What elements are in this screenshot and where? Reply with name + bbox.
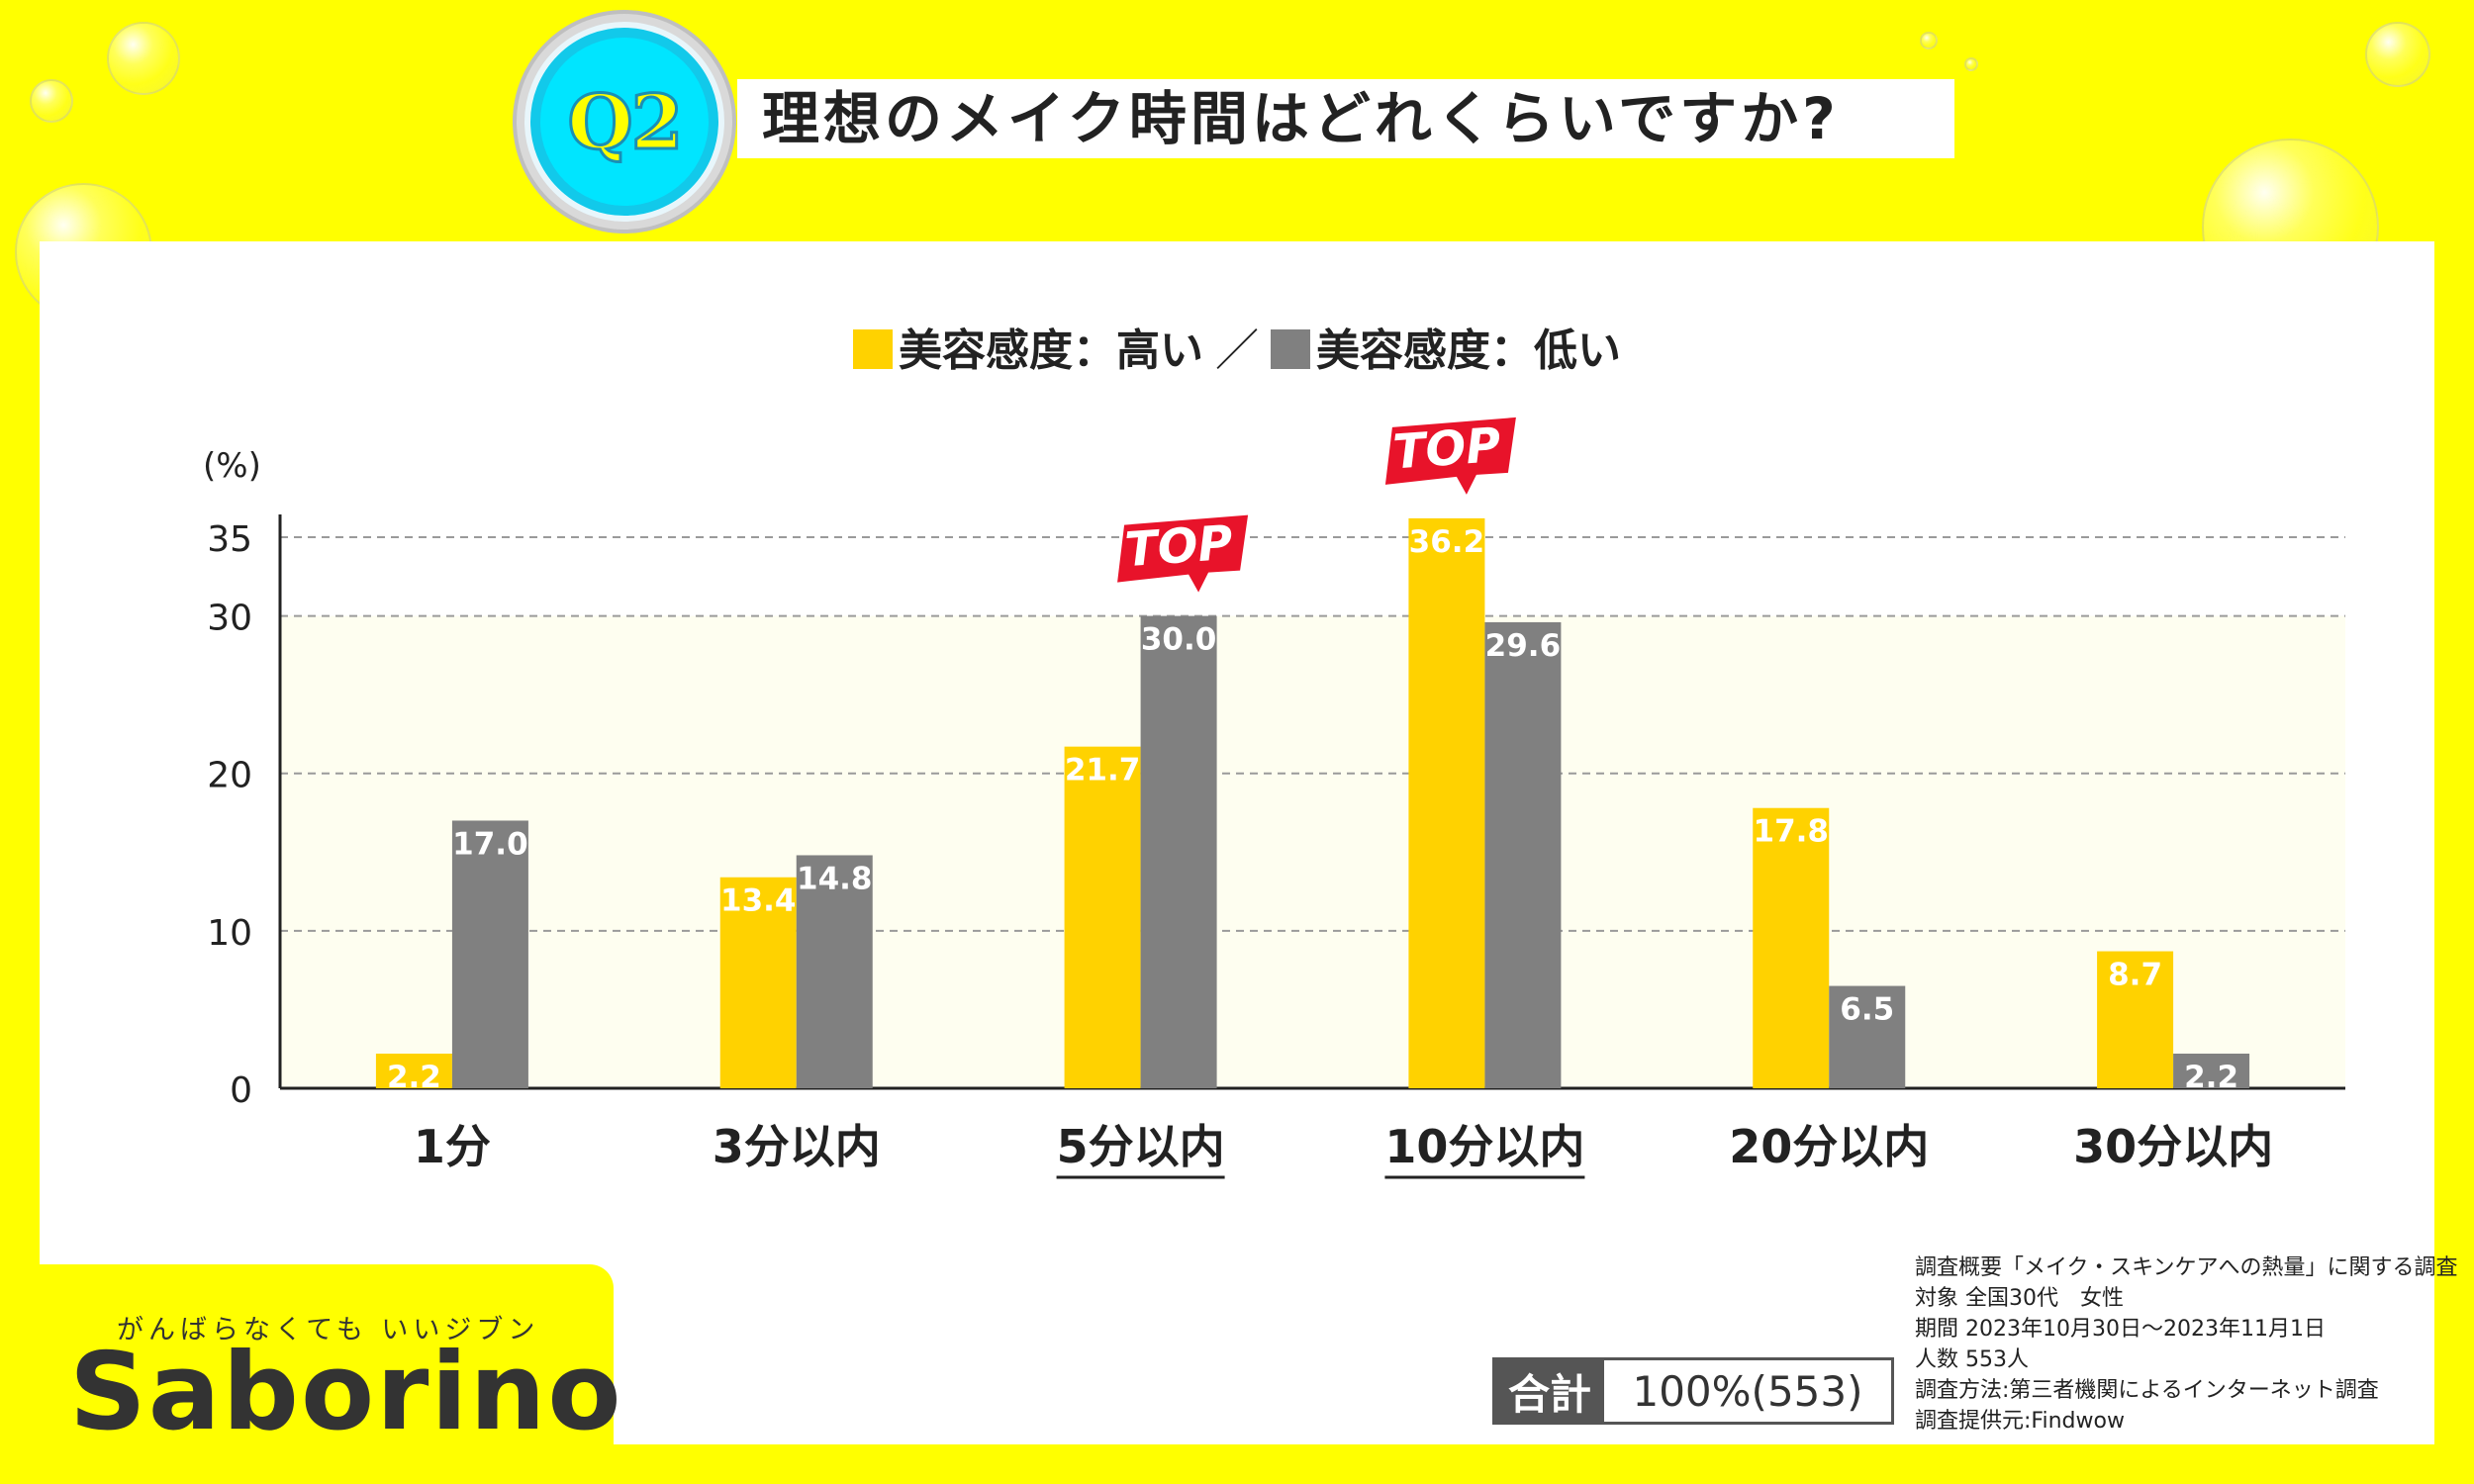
data-label: 29.6 [1485, 628, 1562, 664]
question-badge: Q2 [524, 22, 724, 222]
bubble-decoration [1920, 32, 1938, 49]
bar-high [2097, 951, 2174, 1088]
bubble-decoration [30, 79, 73, 123]
brand-tagline: がんばらなくても いいジブン [117, 1315, 540, 1345]
data-label: 36.2 [1409, 524, 1485, 560]
data-label: 30.0 [1141, 622, 1217, 658]
survey-note: 調査方法:第三者機関によるインターネット調査 [1915, 1378, 2379, 1403]
data-label: 14.8 [797, 861, 873, 896]
y-tick-label: 35 [207, 519, 252, 560]
top-flag-text: TOP [1123, 515, 1234, 578]
bar-low [1829, 985, 1906, 1088]
data-label: 6.5 [1840, 992, 1894, 1028]
top-flag-shape [1117, 514, 1249, 593]
bubble-decoration [107, 22, 180, 95]
plot-band [280, 615, 2345, 1088]
y-tick-label: 10 [207, 913, 252, 954]
bar-low [796, 855, 873, 1088]
legend-separator: ／ [1215, 325, 1259, 376]
data-label: 8.7 [2108, 958, 2162, 993]
bubble-decoration [2365, 22, 2430, 87]
bar-low [1140, 615, 1217, 1088]
legend-label-low: 美容感度：低い [1316, 325, 1621, 376]
survey-note: 調査概要「メイク・スキンケアへの熱量」に関する調査 [1915, 1255, 2458, 1280]
bubble-decoration [1964, 57, 1978, 71]
legend-label-high: 美容感度：高い [899, 325, 1203, 376]
top-flag-text: TOP [1391, 417, 1502, 480]
brand-logo: Saborino [69, 1331, 623, 1454]
top-flag: TOP [1384, 417, 1516, 495]
top-flag: TOP [1117, 514, 1249, 593]
x-tick-label: 3分以内 [713, 1120, 881, 1173]
question-title: 理想のメイク時間はどれくらいですか? [737, 79, 1954, 158]
x-tick-label: 1分 [414, 1120, 491, 1173]
total-box: 合計 100%(553) [1492, 1357, 1894, 1425]
top-flag-shape [1384, 417, 1516, 495]
survey-note: 調査提供元:Findwow [1915, 1409, 2125, 1434]
data-label: 2.2 [387, 1060, 441, 1095]
chart-legend: 美容感度：高い／ 美容感度：低い [0, 315, 2474, 378]
bar-high [719, 877, 797, 1088]
legend-swatch-low [1271, 329, 1310, 369]
y-axis-label: (%) [203, 446, 261, 486]
total-label: 合計 [1495, 1360, 1604, 1422]
survey-note: 人数 553人 [1915, 1347, 2029, 1372]
y-tick-label: 0 [230, 1070, 252, 1111]
x-tick-label: 5分以内 [1057, 1120, 1225, 1173]
bar-low [2173, 1053, 2250, 1088]
data-label: 13.4 [720, 883, 797, 919]
data-label: 2.2 [2184, 1060, 2238, 1095]
bar-high [1408, 517, 1485, 1088]
bar-low [451, 820, 528, 1088]
survey-note: 対象 全国30代 女性 [1915, 1286, 2124, 1311]
logo-area [40, 1264, 614, 1484]
question-number: Q2 [566, 76, 685, 167]
y-tick-label: 30 [207, 599, 252, 639]
bar-high [1753, 807, 1830, 1088]
survey-notes: 調査概要「メイク・スキンケアへの熱量」に関する調査 対象 全国30代 女性 期間… [1915, 1252, 2457, 1437]
y-tick-label: 20 [207, 756, 252, 796]
data-label: 21.7 [1065, 753, 1141, 788]
x-tick-label: 10分以内 [1384, 1120, 1584, 1173]
x-tick-label: 20分以内 [1729, 1120, 1929, 1173]
total-value: 100%(553) [1632, 1366, 1863, 1416]
data-label: 17.0 [452, 826, 528, 862]
bar-high [1064, 746, 1141, 1088]
x-tick-label: 30分以内 [2073, 1120, 2273, 1173]
bar-high [375, 1053, 452, 1088]
bar-chart: 0 10 20 30 35 (%) 2.2 17.0 1分 13.414.8 3分以内 21.7 30.… [203, 417, 2345, 1179]
survey-note: 期間 2023年10月30日～2023年11月1日 [1915, 1317, 2326, 1342]
legend-swatch-high [853, 329, 893, 369]
data-label: 17.8 [1754, 814, 1830, 850]
bar-low [1484, 621, 1562, 1088]
